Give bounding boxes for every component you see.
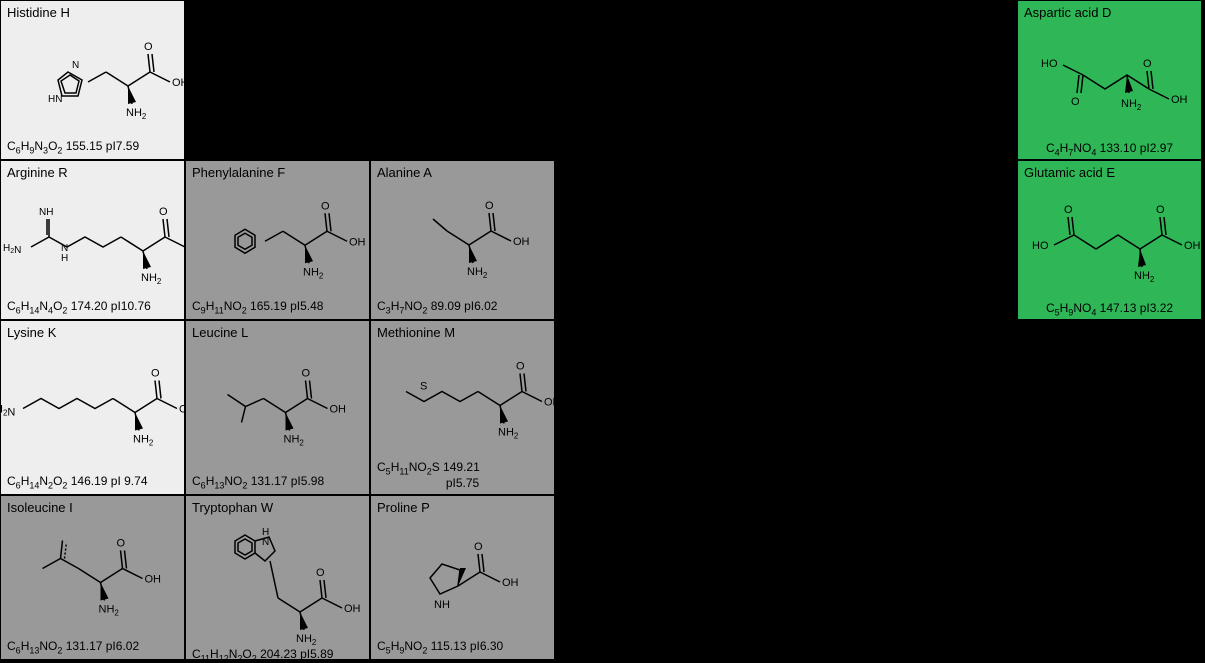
svg-text:N: N xyxy=(72,60,79,71)
svg-text:H2N: H2N xyxy=(0,404,15,419)
svg-text:OH: OH xyxy=(1171,94,1188,106)
structure-diagram: O OH NH2 xyxy=(192,342,363,474)
svg-text:O: O xyxy=(144,41,153,53)
structure-diagram: OOHOHONH2 xyxy=(1024,182,1195,301)
structure-diagram: O OH NH2 xyxy=(192,182,363,299)
amino-acid-grid: Histidine HOOHNH2NHNC6H9N3O2 155.15 pI7.… xyxy=(0,0,1205,661)
svg-text:NH2: NH2 xyxy=(141,272,162,286)
svg-text:NH: NH xyxy=(434,599,450,611)
structure-diagram: OOHNH2H2N xyxy=(7,342,178,474)
amino-acid-name: Leucine L xyxy=(192,325,363,340)
amino-acid-cell-met: Methionine MOOHNH2SC5H11NO2S 149.21pI5.7… xyxy=(370,320,555,495)
svg-text:O: O xyxy=(159,206,168,218)
svg-text:NH2: NH2 xyxy=(296,633,317,647)
amino-acid-name: Lysine K xyxy=(7,325,178,340)
amino-acid-cell-his: Histidine HOOHNH2NHNC6H9N3O2 155.15 pI7.… xyxy=(0,0,185,160)
amino-acid-formula: C3H7NO2 89.09 pI6.02 xyxy=(377,299,548,315)
svg-text:OH: OH xyxy=(349,236,366,248)
svg-text:O: O xyxy=(301,368,310,380)
structure-diagram: OOHNH2NHN xyxy=(7,22,178,139)
amino-acid-cell-asp: Aspartic acid D O OH O HO NH2 C4H7NO4 133.10 p… xyxy=(1017,0,1202,160)
svg-text:O: O xyxy=(151,368,160,380)
amino-acid-formula: C6H13NO2 131.17 pI5.98 xyxy=(192,474,363,490)
svg-text:O: O xyxy=(485,200,494,212)
amino-acid-formula: C6H14N2O2 146.19 pI 9.74 xyxy=(7,474,178,490)
svg-text:OH: OH xyxy=(513,236,530,248)
svg-text:O: O xyxy=(516,361,525,373)
amino-acid-formula: C5H11NO2S 149.21 xyxy=(377,460,548,476)
svg-text:HO: HO xyxy=(1041,58,1058,70)
amino-acid-cell-phe: Phenylalanine F O OH NH2 C9H11NO2 165.19 pI5… xyxy=(185,160,370,320)
svg-text:OH: OH xyxy=(544,397,561,409)
amino-acid-formula: C9H11NO2 165.19 pI5.48 xyxy=(192,299,363,315)
amino-acid-name: Phenylalanine F xyxy=(192,165,363,180)
amino-acid-cell-arg: Arginine ROOHNH2NHNHH2NC6H14N4O2 174.20 … xyxy=(0,160,185,320)
amino-acid-pi: pI5.75 xyxy=(377,476,548,490)
svg-text:NH2: NH2 xyxy=(498,427,519,441)
svg-text:S: S xyxy=(420,381,427,393)
amino-acid-formula: C5H9NO2 115.13 pI6.30 xyxy=(377,639,548,655)
structure-diagram: OOHNH2S xyxy=(377,342,548,460)
structure-diagram: O OH NH2 xyxy=(7,517,178,639)
amino-acid-formula: C4H7NO4 133.10 pI2.97 xyxy=(1024,141,1195,155)
structure-diagram: OOHNH2HN xyxy=(192,517,363,647)
svg-text:NH2: NH2 xyxy=(98,604,119,618)
svg-text:OH: OH xyxy=(502,577,519,589)
svg-text:O: O xyxy=(1071,96,1080,108)
structure-diagram: O OH O HO NH2 xyxy=(1024,22,1195,141)
svg-text:NH2: NH2 xyxy=(1134,270,1155,284)
amino-acid-formula: C6H14N4O2 174.20 pI10.76 xyxy=(7,299,178,315)
svg-text:OH: OH xyxy=(172,77,189,89)
svg-text:OH: OH xyxy=(144,574,161,586)
svg-text:H2N: H2N xyxy=(3,243,21,256)
amino-acid-formula: C6H13NO2 131.17 pI6.02 xyxy=(7,639,178,655)
structure-diagram: OOHNH2NHNHH2N xyxy=(7,182,178,299)
amino-acid-cell-pro: Proline P O OH NH C5H9NO2 115.13 pI6.30 xyxy=(370,495,555,660)
svg-text:O: O xyxy=(474,541,483,553)
svg-text:O: O xyxy=(116,538,125,550)
svg-text:NH2: NH2 xyxy=(133,434,154,448)
svg-text:OH: OH xyxy=(344,603,361,615)
svg-text:NH2: NH2 xyxy=(126,107,147,121)
svg-text:O: O xyxy=(1156,204,1165,216)
structure-diagram: O OH NH2 xyxy=(377,182,548,299)
amino-acid-cell-ile: Isoleucine I O OH NH2 C6H13NO2 131.17 pI6.02 xyxy=(0,495,185,660)
svg-text:NH2: NH2 xyxy=(303,266,324,280)
svg-text:NH2: NH2 xyxy=(467,266,488,280)
amino-acid-name: Histidine H xyxy=(7,5,178,20)
svg-text:HN: HN xyxy=(48,94,62,105)
amino-acid-cell-trp: Tryptophan WOOHNH2HNC11H12N2O2 204.23 pI… xyxy=(185,495,370,660)
svg-text:HO: HO xyxy=(1032,240,1049,252)
structure-diagram: O OH NH xyxy=(377,517,548,639)
amino-acid-name: Tryptophan W xyxy=(192,500,363,515)
amino-acid-name: Glutamic acid E xyxy=(1024,165,1195,180)
svg-text:OH: OH xyxy=(1184,240,1201,252)
svg-text:OH: OH xyxy=(329,404,346,416)
amino-acid-formula: C11H12N2O2 204.23 pI5.89 xyxy=(192,647,363,663)
svg-text:NH: NH xyxy=(39,207,53,218)
amino-acid-formula: C6H9N3O2 155.15 pI7.59 xyxy=(7,139,178,155)
amino-acid-name: Methionine M xyxy=(377,325,548,340)
amino-acid-cell-glu: Glutamic acid E O OH O HO NH2 C5H9NO4 147.13 p… xyxy=(1017,160,1202,320)
svg-text:O: O xyxy=(1143,58,1152,70)
amino-acid-name: Isoleucine I xyxy=(7,500,178,515)
amino-acid-name: Alanine A xyxy=(377,165,548,180)
svg-text:O: O xyxy=(321,200,330,212)
svg-text:NH2: NH2 xyxy=(283,434,304,448)
amino-acid-name: Aspartic acid D xyxy=(1024,5,1195,20)
amino-acid-formula: C5H9NO4 147.13 pI3.22 xyxy=(1024,301,1195,315)
amino-acid-name: Proline P xyxy=(377,500,548,515)
svg-text:H: H xyxy=(61,253,68,264)
amino-acid-cell-ala: Alanine A O OH NH2 C3H7NO2 89.09 pI6.02 xyxy=(370,160,555,320)
svg-text:O: O xyxy=(1064,204,1073,216)
svg-text:NH2: NH2 xyxy=(1121,98,1142,112)
amino-acid-cell-leu: Leucine L O OH NH2 C6H13NO2 131.17 pI5.98 xyxy=(185,320,370,495)
svg-text:N: N xyxy=(262,537,269,548)
amino-acid-cell-lys: Lysine K OOHNH2H2NC6H14N2O2 146.19 pI 9.7… xyxy=(0,320,185,495)
amino-acid-name: Arginine R xyxy=(7,165,178,180)
svg-text:O: O xyxy=(316,567,325,579)
